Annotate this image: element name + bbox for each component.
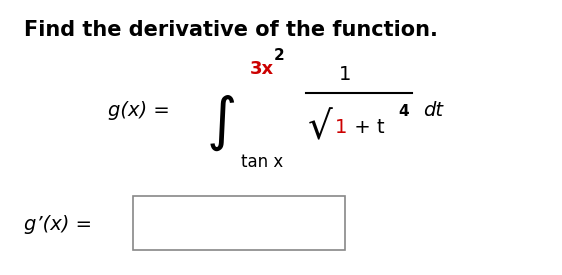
Text: 3x: 3x — [250, 60, 274, 78]
Text: 4: 4 — [398, 104, 409, 119]
Text: + t: + t — [347, 119, 384, 138]
Text: Find the derivative of the function.: Find the derivative of the function. — [24, 20, 438, 40]
FancyBboxPatch shape — [133, 196, 345, 251]
Text: 1: 1 — [335, 119, 347, 138]
Text: g(x) =: g(x) = — [108, 101, 169, 120]
Text: 1: 1 — [339, 65, 351, 84]
Text: dt: dt — [424, 101, 443, 120]
Text: ∫: ∫ — [207, 94, 238, 151]
Text: √: √ — [308, 109, 333, 147]
Text: 2: 2 — [274, 48, 284, 63]
Text: g’(x) =: g’(x) = — [24, 215, 92, 234]
Text: tan x: tan x — [241, 153, 283, 171]
